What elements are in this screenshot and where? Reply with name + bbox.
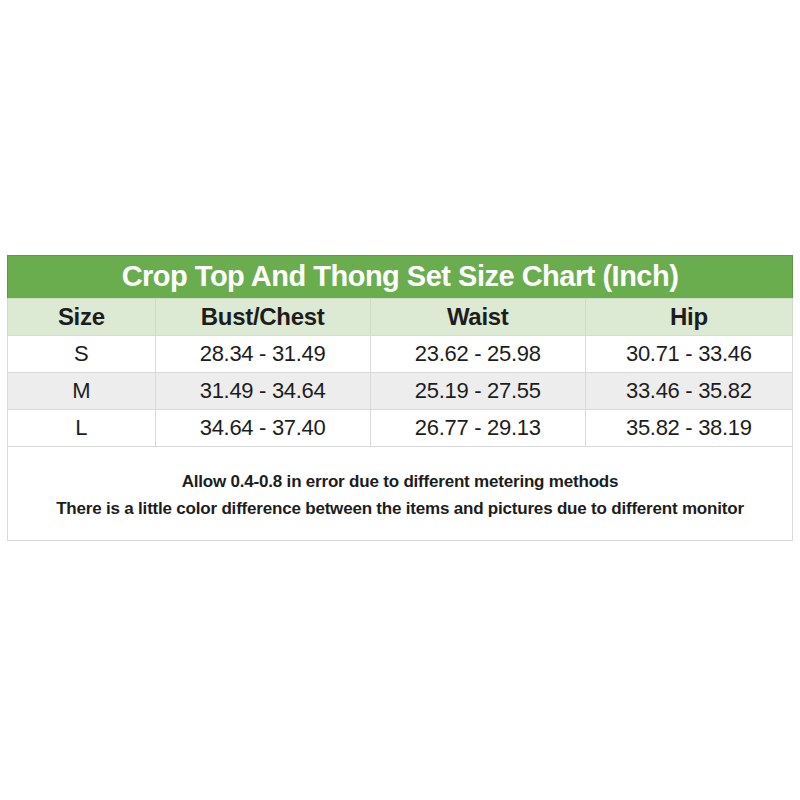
table-row: L 34.64 - 37.40 26.77 - 29.13 35.82 - 38…: [8, 410, 793, 447]
cell-hip: 35.82 - 38.19: [585, 410, 792, 447]
header-row: Size Bust/Chest Waist Hip: [8, 299, 793, 336]
table-row: M 31.49 - 34.64 25.19 - 27.55 33.46 - 35…: [8, 373, 793, 410]
header-cell-size: Size: [8, 299, 156, 336]
notes-box: Allow 0.4-0.8 in error due to different …: [7, 447, 793, 541]
table-row: S 28.34 - 31.49 23.62 - 25.98 30.71 - 33…: [8, 336, 793, 373]
header-cell-waist: Waist: [370, 299, 585, 336]
cell-waist: 23.62 - 25.98: [370, 336, 585, 373]
cell-bust: 28.34 - 31.49: [155, 336, 370, 373]
size-chart: Crop Top And Thong Set Size Chart (Inch)…: [7, 255, 793, 541]
cell-hip: 30.71 - 33.46: [585, 336, 792, 373]
cell-size: S: [8, 336, 156, 373]
cell-bust: 31.49 - 34.64: [155, 373, 370, 410]
cell-size: L: [8, 410, 156, 447]
size-chart-table: Size Bust/Chest Waist Hip S 28.34 - 31.4…: [7, 298, 793, 447]
cell-bust: 34.64 - 37.40: [155, 410, 370, 447]
cell-size: M: [8, 373, 156, 410]
header-cell-hip: Hip: [585, 299, 792, 336]
header-cell-bust: Bust/Chest: [155, 299, 370, 336]
cell-waist: 25.19 - 27.55: [370, 373, 585, 410]
note-measure-error: Allow 0.4-0.8 in error due to different …: [8, 468, 792, 495]
cell-hip: 33.46 - 35.82: [585, 373, 792, 410]
size-chart-title: Crop Top And Thong Set Size Chart (Inch): [7, 255, 793, 298]
cell-waist: 26.77 - 29.13: [370, 410, 585, 447]
note-color-difference: There is a little color difference betwe…: [8, 495, 792, 522]
